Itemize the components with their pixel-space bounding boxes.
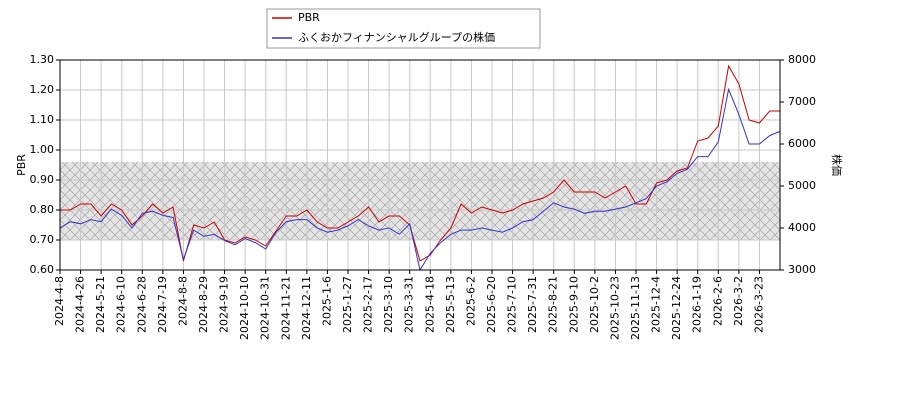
x-tick-label: 2025-10-2 [588, 276, 601, 333]
x-tick-label: 2025-10-23 [608, 276, 621, 340]
x-tick-label: 2025-9-10 [567, 276, 580, 333]
y-tick-label: 1.00 [30, 143, 55, 156]
x-tick-label: 2025-4-18 [423, 276, 436, 333]
x-tick-label: 2025-5-13 [444, 276, 457, 333]
x-tick-label: 2024-6-28 [135, 276, 148, 333]
legend-label: ふくおかフィナンシャルグループの株価 [298, 30, 495, 44]
x-tick-label: 2025-1-6 [320, 276, 333, 326]
x-tick-label: 2025-7-31 [526, 276, 539, 333]
x-tick-label: 2025-7-10 [506, 276, 519, 333]
y-tick-label: 0.80 [30, 203, 55, 216]
x-tick-label: 2025-8-21 [547, 276, 560, 333]
y2-tick-label: 8000 [788, 53, 816, 66]
x-tick-label: 2025-3-10 [382, 276, 395, 333]
y-tick-label: 0.60 [30, 263, 55, 276]
x-tick-label: 2025-12-24 [670, 276, 683, 340]
x-tick-label: 2024-4-8 [53, 276, 66, 326]
x-tick-label: 2024-6-10 [115, 276, 128, 333]
y2-axis-label: 株価 [830, 154, 844, 176]
x-tick-label: 2025-12-4 [650, 276, 663, 333]
x-tick-label: 2024-12-11 [300, 276, 313, 340]
x-tick-label: 2026-3-2 [732, 276, 745, 326]
series-line [60, 64, 780, 262]
x-tick-label: 2025-6-20 [485, 276, 498, 333]
y2-tick-label: 7000 [788, 95, 816, 108]
x-tick-label: 2025-11-13 [629, 276, 642, 340]
x-tick-label: 2024-5-21 [94, 276, 107, 333]
x-tick-label: 2024-8-8 [176, 276, 189, 326]
shaded-band [60, 162, 780, 240]
y2-tick-label: 3000 [788, 263, 816, 276]
x-tick-label: 2025-3-31 [403, 276, 416, 333]
y-tick-label: 1.10 [30, 113, 55, 126]
x-tick-label: 2024-10-31 [259, 276, 272, 340]
plot-frame [59, 59, 781, 271]
legend: PBR ふくおかフィナンシャルグループの株価 [266, 8, 541, 49]
x-tick-label: 2025-1-27 [341, 276, 354, 333]
x-tick-label: 2024-10-10 [238, 276, 251, 340]
x-tick-label: 2026-1-19 [691, 276, 704, 333]
y2-tick-label: 5000 [788, 179, 816, 192]
y-axis-label: PBR [15, 154, 28, 176]
x-tick-label: 2025-6-2 [464, 276, 477, 326]
legend-label: PBR [298, 11, 320, 24]
x-tick-label: 2024-9-19 [218, 276, 231, 333]
x-tick-label: 2024-8-29 [197, 276, 210, 333]
y-tick-label: 1.20 [30, 83, 55, 96]
legend-box [266, 8, 541, 49]
y-tick-label: 0.90 [30, 173, 55, 186]
x-tick-label: 2024-4-26 [74, 276, 87, 333]
x-tick-label: 2025-2-17 [362, 276, 375, 333]
y-tick-label: 0.70 [30, 233, 55, 246]
y2-tick-label: 6000 [788, 137, 816, 150]
y2-tick-label: 4000 [788, 221, 816, 234]
x-tick-label: 2024-11-21 [279, 276, 292, 340]
y-tick-label: 1.30 [30, 53, 55, 66]
x-tick-label: 2026-3-23 [752, 276, 765, 333]
x-tick-label: 2026-2-6 [711, 276, 724, 326]
x-tick-label: 2024-7-19 [156, 276, 169, 333]
